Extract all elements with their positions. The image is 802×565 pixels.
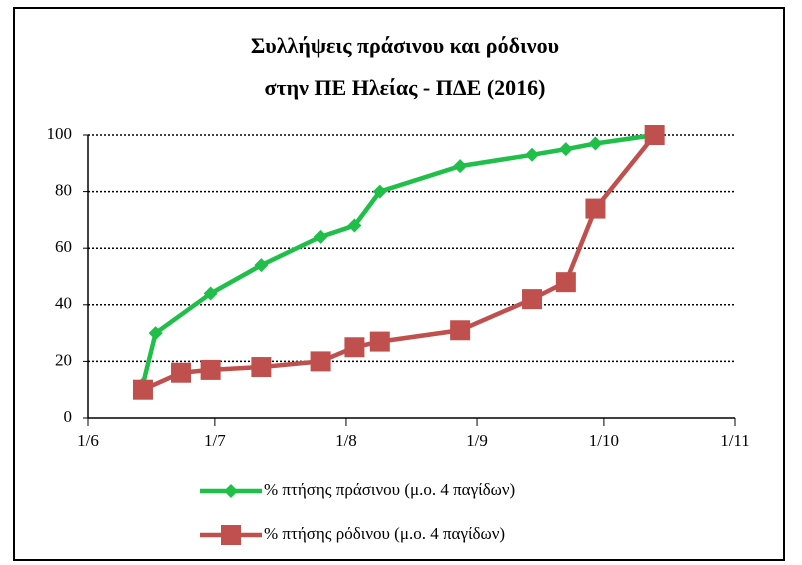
data-point xyxy=(344,337,365,358)
data-point xyxy=(522,289,543,310)
y-tick-label: 100 xyxy=(47,124,73,143)
data-point xyxy=(200,359,221,380)
chart-title: Συλλήψεις πράσινου και ρόδινου xyxy=(251,33,559,58)
data-point xyxy=(251,357,272,378)
data-point xyxy=(313,229,328,244)
x-tick-label: 1/10 xyxy=(589,431,619,450)
data-point xyxy=(585,198,606,219)
data-point xyxy=(203,286,218,301)
x-tick-label: 1/7 xyxy=(204,431,226,450)
data-point xyxy=(555,272,576,293)
data-point xyxy=(453,159,468,174)
legend-label: % πτήσης ρόδινου (μ.ο. 4 παγίδων) xyxy=(264,524,505,543)
data-point xyxy=(347,218,362,233)
y-tick-label: 60 xyxy=(55,237,72,256)
data-point xyxy=(369,331,390,352)
legend-marker xyxy=(221,525,241,545)
x-tick-label: 1/11 xyxy=(720,431,750,450)
data-point xyxy=(254,258,269,273)
y-tick-label: 0 xyxy=(64,407,73,426)
chart-frame xyxy=(13,7,785,561)
x-tick-label: 1/6 xyxy=(77,431,99,450)
legend-marker xyxy=(224,484,238,498)
legend-label: % πτήσης πράσινου (μ.ο. 4 παγίδων) xyxy=(264,480,515,499)
data-point xyxy=(558,142,573,157)
y-tick-label: 80 xyxy=(55,181,72,200)
y-tick-label: 40 xyxy=(55,294,72,313)
data-point xyxy=(310,351,331,372)
x-tick-label: 1/9 xyxy=(466,431,488,450)
data-point xyxy=(450,320,471,341)
data-point xyxy=(372,184,387,199)
data-point xyxy=(132,379,153,400)
data-point xyxy=(171,362,192,383)
x-tick-label: 1/8 xyxy=(335,431,357,450)
data-point xyxy=(525,147,540,162)
data-point xyxy=(148,326,163,341)
chart-title: στην ΠΕ Ηλείας - ΠΔΕ (2016) xyxy=(265,75,546,100)
data-point xyxy=(588,136,603,151)
data-point xyxy=(644,125,665,145)
y-tick-label: 20 xyxy=(55,350,72,369)
